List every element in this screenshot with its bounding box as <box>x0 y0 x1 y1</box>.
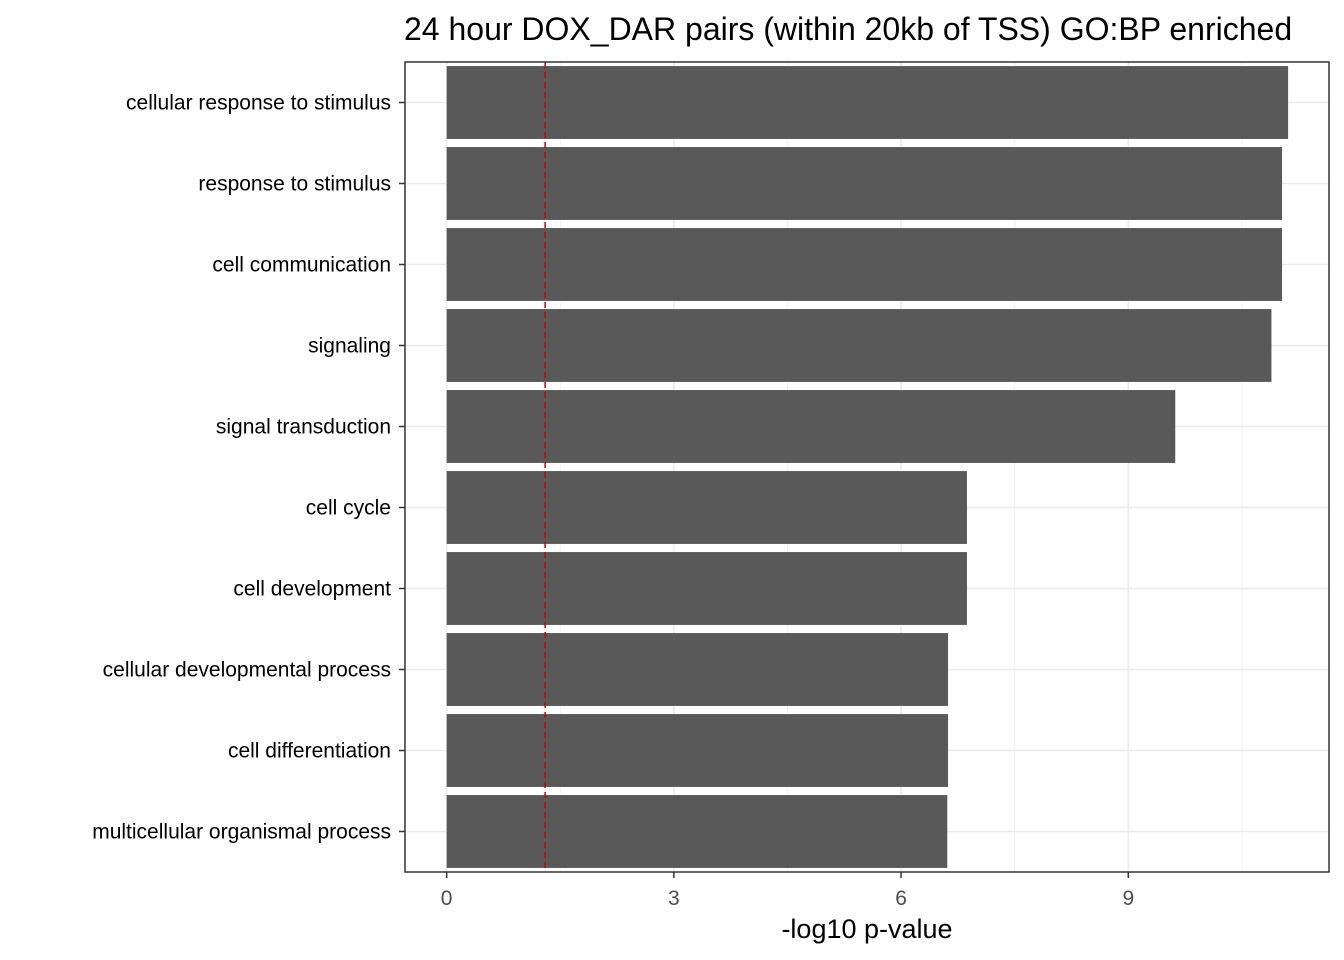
bar <box>446 147 1283 220</box>
bar <box>446 309 1272 382</box>
bar <box>446 66 1289 139</box>
y-tick-label: cellular developmental process <box>103 659 391 682</box>
bar <box>446 228 1283 301</box>
y-tick-label: cell differentiation <box>228 740 391 763</box>
bar <box>446 471 967 544</box>
y-tick-label: signaling <box>308 335 391 358</box>
bar <box>446 552 967 625</box>
x-tick-label: 9 <box>1122 887 1134 910</box>
y-tick-label: cell development <box>233 578 391 601</box>
y-tick-label: response to stimulus <box>198 173 391 196</box>
bar <box>446 714 949 787</box>
y-tick-label: cellular response to stimulus <box>126 92 391 115</box>
x-tick-label: 0 <box>441 887 453 910</box>
y-tick-label: multicellular organismal process <box>92 821 391 844</box>
bar <box>446 795 948 868</box>
x-tick-label: 3 <box>668 887 680 910</box>
bar <box>446 633 949 706</box>
plot-panel-border <box>404 61 1330 873</box>
x-tick-label: 6 <box>895 887 907 910</box>
chart-title: 24 hour DOX_DAR pairs (within 20kb of TS… <box>404 11 1292 47</box>
x-axis-title: -log10 p-value <box>781 914 952 944</box>
y-tick-label: signal transduction <box>216 416 391 439</box>
y-tick-label: cell cycle <box>306 497 391 520</box>
bar <box>446 390 1176 463</box>
y-tick-label: cell communication <box>212 254 391 277</box>
